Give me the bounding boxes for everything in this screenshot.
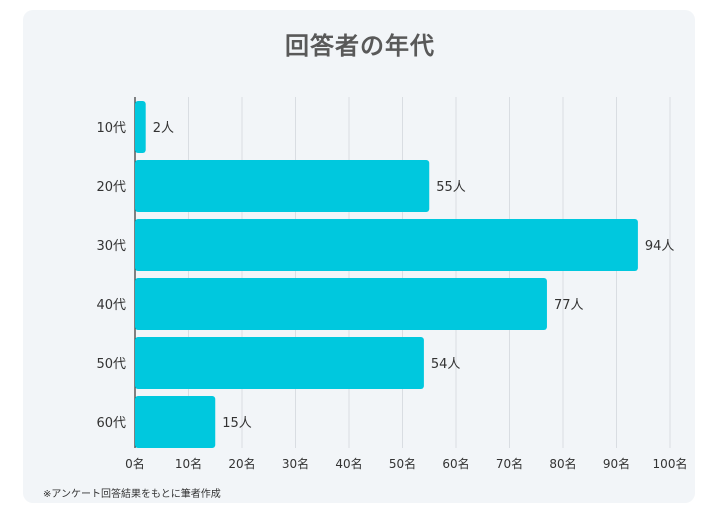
category-label: 40代	[96, 298, 126, 313]
bar	[135, 337, 424, 389]
category-label: 30代	[96, 239, 126, 254]
bar	[135, 160, 430, 212]
value-label: 94人	[645, 239, 675, 254]
value-label: 54人	[431, 357, 461, 372]
x-tick-label: 80名	[549, 456, 576, 471]
bar	[135, 219, 638, 271]
bar	[135, 278, 547, 330]
x-tick-label: 100名	[653, 456, 688, 471]
x-tick-label: 60名	[442, 456, 469, 471]
value-label: 2人	[153, 121, 174, 136]
chart-title: 回答者の年代	[285, 32, 435, 60]
footnote: ※アンケート回答結果をもとに筆者作成	[43, 489, 221, 500]
bar	[135, 396, 216, 448]
category-label: 10代	[96, 121, 126, 136]
category-label: 50代	[96, 357, 126, 372]
x-tick-label: 70名	[496, 456, 523, 471]
value-label: 15人	[222, 416, 252, 431]
value-label: 55人	[436, 180, 466, 195]
x-tick-label: 90名	[603, 456, 630, 471]
x-tick-label: 50名	[389, 456, 416, 471]
x-tick-label: 10名	[175, 456, 202, 471]
bar	[135, 101, 146, 153]
category-label: 20代	[96, 180, 126, 195]
x-tick-label: 20名	[228, 456, 255, 471]
value-label: 77人	[554, 298, 584, 313]
x-tick-label: 30名	[282, 456, 309, 471]
x-tick-label: 0名	[125, 456, 145, 471]
x-tick-label: 40名	[335, 456, 362, 471]
category-label: 60代	[96, 416, 126, 431]
